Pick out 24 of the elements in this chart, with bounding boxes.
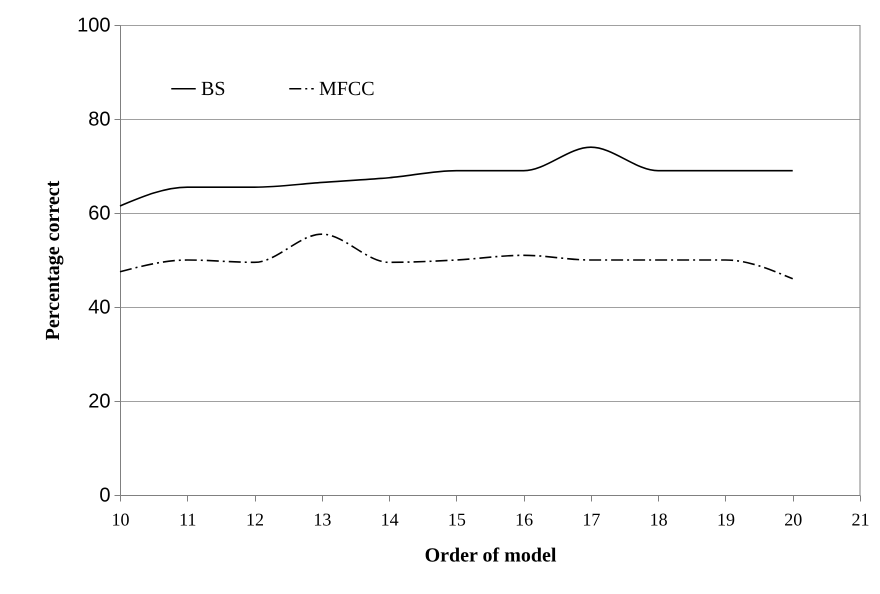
x-tick-label: 21: [852, 510, 870, 530]
y-tick-label: 0: [99, 484, 110, 506]
y-tick-label: 80: [88, 108, 110, 130]
x-axis-title: Order of model: [424, 544, 557, 566]
y-tick-label: 100: [77, 14, 110, 36]
x-tick-label: 12: [246, 510, 264, 530]
line-series: [119, 233, 794, 280]
x-tick-label: 10: [112, 510, 130, 530]
y-tick-label: 60: [88, 202, 110, 224]
x-tick-label: 20: [784, 510, 802, 530]
y-tick-label: 40: [88, 296, 110, 318]
y-axis-title: Percentage correct: [42, 180, 64, 340]
y-tick-label: 20: [88, 390, 110, 412]
x-tick-label: 11: [179, 510, 196, 530]
x-tick-label: 14: [380, 510, 399, 530]
x-tick-label: 16: [515, 510, 534, 530]
x-tick-label: 17: [582, 510, 600, 530]
x-tick-label: 13: [313, 510, 332, 530]
x-tick-label: 15: [448, 510, 466, 530]
x-tick-label: 19: [716, 510, 735, 530]
line-series: [119, 146, 794, 207]
legend-label: MFCC: [319, 78, 375, 100]
x-tick-label: 18: [650, 510, 668, 530]
legend-label: BS: [201, 78, 226, 100]
